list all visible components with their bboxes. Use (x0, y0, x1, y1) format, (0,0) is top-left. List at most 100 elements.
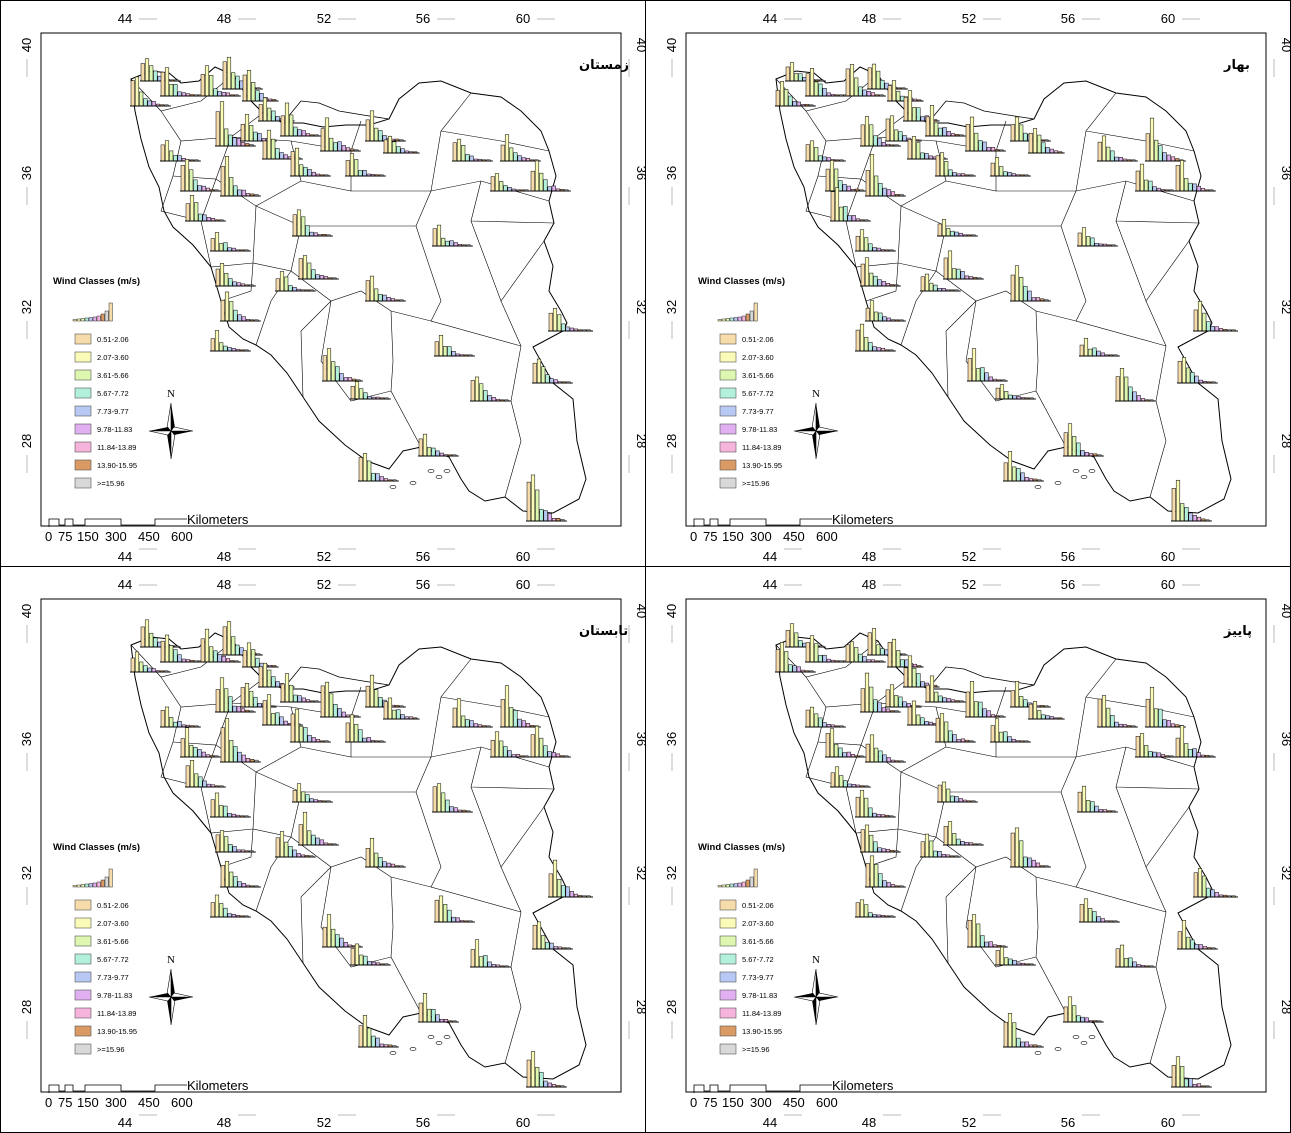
province-boundary (1145, 300, 1167, 347)
wind-class-bar (479, 383, 484, 402)
wind-class-bar (954, 231, 959, 237)
wind-class-bar (507, 750, 512, 758)
left-latitude-label: 36 (664, 166, 679, 180)
map-panel-spring: 44 48 52 56 60 44 48 52 56 60 40 36 32 28 40 36 32 28 بهار… (645, 0, 1291, 567)
island (389, 1051, 397, 1055)
wind-class-bar (1100, 918, 1105, 923)
scale-distance-label: 0 (45, 1095, 52, 1110)
wind-class-bar (868, 243, 873, 252)
top-longitude-label: 56 (416, 11, 430, 26)
province-boundary (935, 270, 1077, 322)
wind-class-bar (978, 140, 983, 152)
island (1034, 485, 1042, 489)
wind-class-bar (220, 727, 225, 763)
wind-class-bar (194, 773, 199, 788)
wind-class-bar (929, 105, 935, 137)
legend-sample-bar (733, 317, 738, 322)
wind-class-bar (920, 841, 925, 858)
wind-class-bar (354, 723, 359, 743)
wind-class-bar (164, 140, 170, 162)
wind-class-bar (224, 273, 229, 287)
legend-swatch (74, 899, 92, 911)
wind-class-bar (779, 81, 785, 107)
wind-class-bar (245, 757, 251, 763)
wind-class-bar (539, 737, 544, 758)
legend-sample-bar (84, 883, 89, 888)
legend-swatch (719, 441, 737, 453)
wind-class-bar (1080, 1016, 1085, 1023)
wind-class-bar (232, 281, 237, 287)
wind-class-bar (350, 948, 355, 966)
wind-class-bar (160, 71, 165, 97)
station-wind-chart (1175, 725, 1216, 758)
scale-bar: Kilometers 0 75 150 300 450 600 (45, 512, 249, 544)
province-boundary (1149, 911, 1167, 1064)
island (1034, 1051, 1042, 1055)
station-wind-chart (220, 718, 261, 763)
station-wind-chart (860, 824, 901, 853)
wind-class-bar (785, 630, 790, 648)
wind-class-bar (228, 696, 233, 713)
province-boundary (500, 300, 522, 347)
station-wind-chart (418, 993, 459, 1023)
top-longitude-label: 60 (516, 577, 530, 592)
legend-swatch (719, 405, 737, 417)
wind-class-bar (294, 147, 300, 177)
wind-class-bar (1097, 141, 1102, 162)
wind-class-bar (490, 176, 495, 192)
station-wind-chart (855, 229, 896, 252)
wind-class-bar (1041, 714, 1046, 720)
wind-class-bar (946, 698, 951, 703)
wind-class-bar (1190, 939, 1195, 950)
wind-class-bar (980, 935, 985, 948)
wind-class-bar (202, 780, 207, 788)
right-latitude-label: 36 (1279, 166, 1291, 180)
wind-class-bar (864, 672, 870, 713)
wind-class-bar (907, 706, 912, 726)
wind-class-bar (976, 923, 981, 948)
wind-class-bar (904, 659, 909, 668)
wind-class-bar (331, 928, 336, 948)
wind-class-bar (483, 955, 488, 968)
wind-class-bar (775, 649, 780, 673)
wind-class-bar (947, 250, 953, 280)
wind-class-bar (1004, 391, 1009, 400)
legend-sample-bar (72, 319, 77, 322)
legend-swatch (74, 369, 92, 381)
wind-class-bar (886, 882, 891, 888)
wind-class-bar (925, 116, 930, 137)
wind-class-bar (859, 789, 865, 818)
province-boundary (160, 175, 217, 222)
station-wind-chart (920, 833, 961, 858)
wind-class-bar (551, 185, 556, 192)
wind-class-bar (233, 876, 238, 888)
wind-class-bar (798, 640, 803, 648)
wind-class-bar (487, 961, 492, 968)
legend-sample-bar (733, 883, 738, 888)
wind-class-bar (1072, 1005, 1077, 1023)
wind-class-bar (301, 216, 306, 237)
wind-class-bar (307, 734, 312, 743)
province-boundary (837, 810, 857, 834)
wind-class-bar (180, 165, 185, 192)
wind-class-bar (1192, 183, 1197, 192)
wind-class-bar (988, 941, 993, 948)
wind-class-bar (375, 473, 380, 482)
wind-class-bar (382, 861, 387, 868)
wind-class-bar (326, 348, 332, 382)
top-longitude-label: 60 (516, 11, 530, 26)
wind-class-bar (251, 649, 256, 668)
station-wind-chart (937, 219, 978, 237)
wind-class-bar (952, 734, 957, 743)
wind-class-bar (994, 718, 1000, 743)
wind-class-bar (303, 166, 308, 177)
wind-class-bar (144, 58, 150, 82)
wind-class-bar (1124, 958, 1129, 968)
wind-class-bar (341, 711, 346, 718)
bottom-longitude-label: 52 (962, 549, 976, 564)
wind-class-bar (169, 717, 174, 728)
wind-class-bar (1197, 300, 1203, 332)
legend-swatch (74, 1043, 92, 1055)
wind-class-bar (259, 93, 264, 102)
wind-class-bar (1175, 165, 1180, 192)
